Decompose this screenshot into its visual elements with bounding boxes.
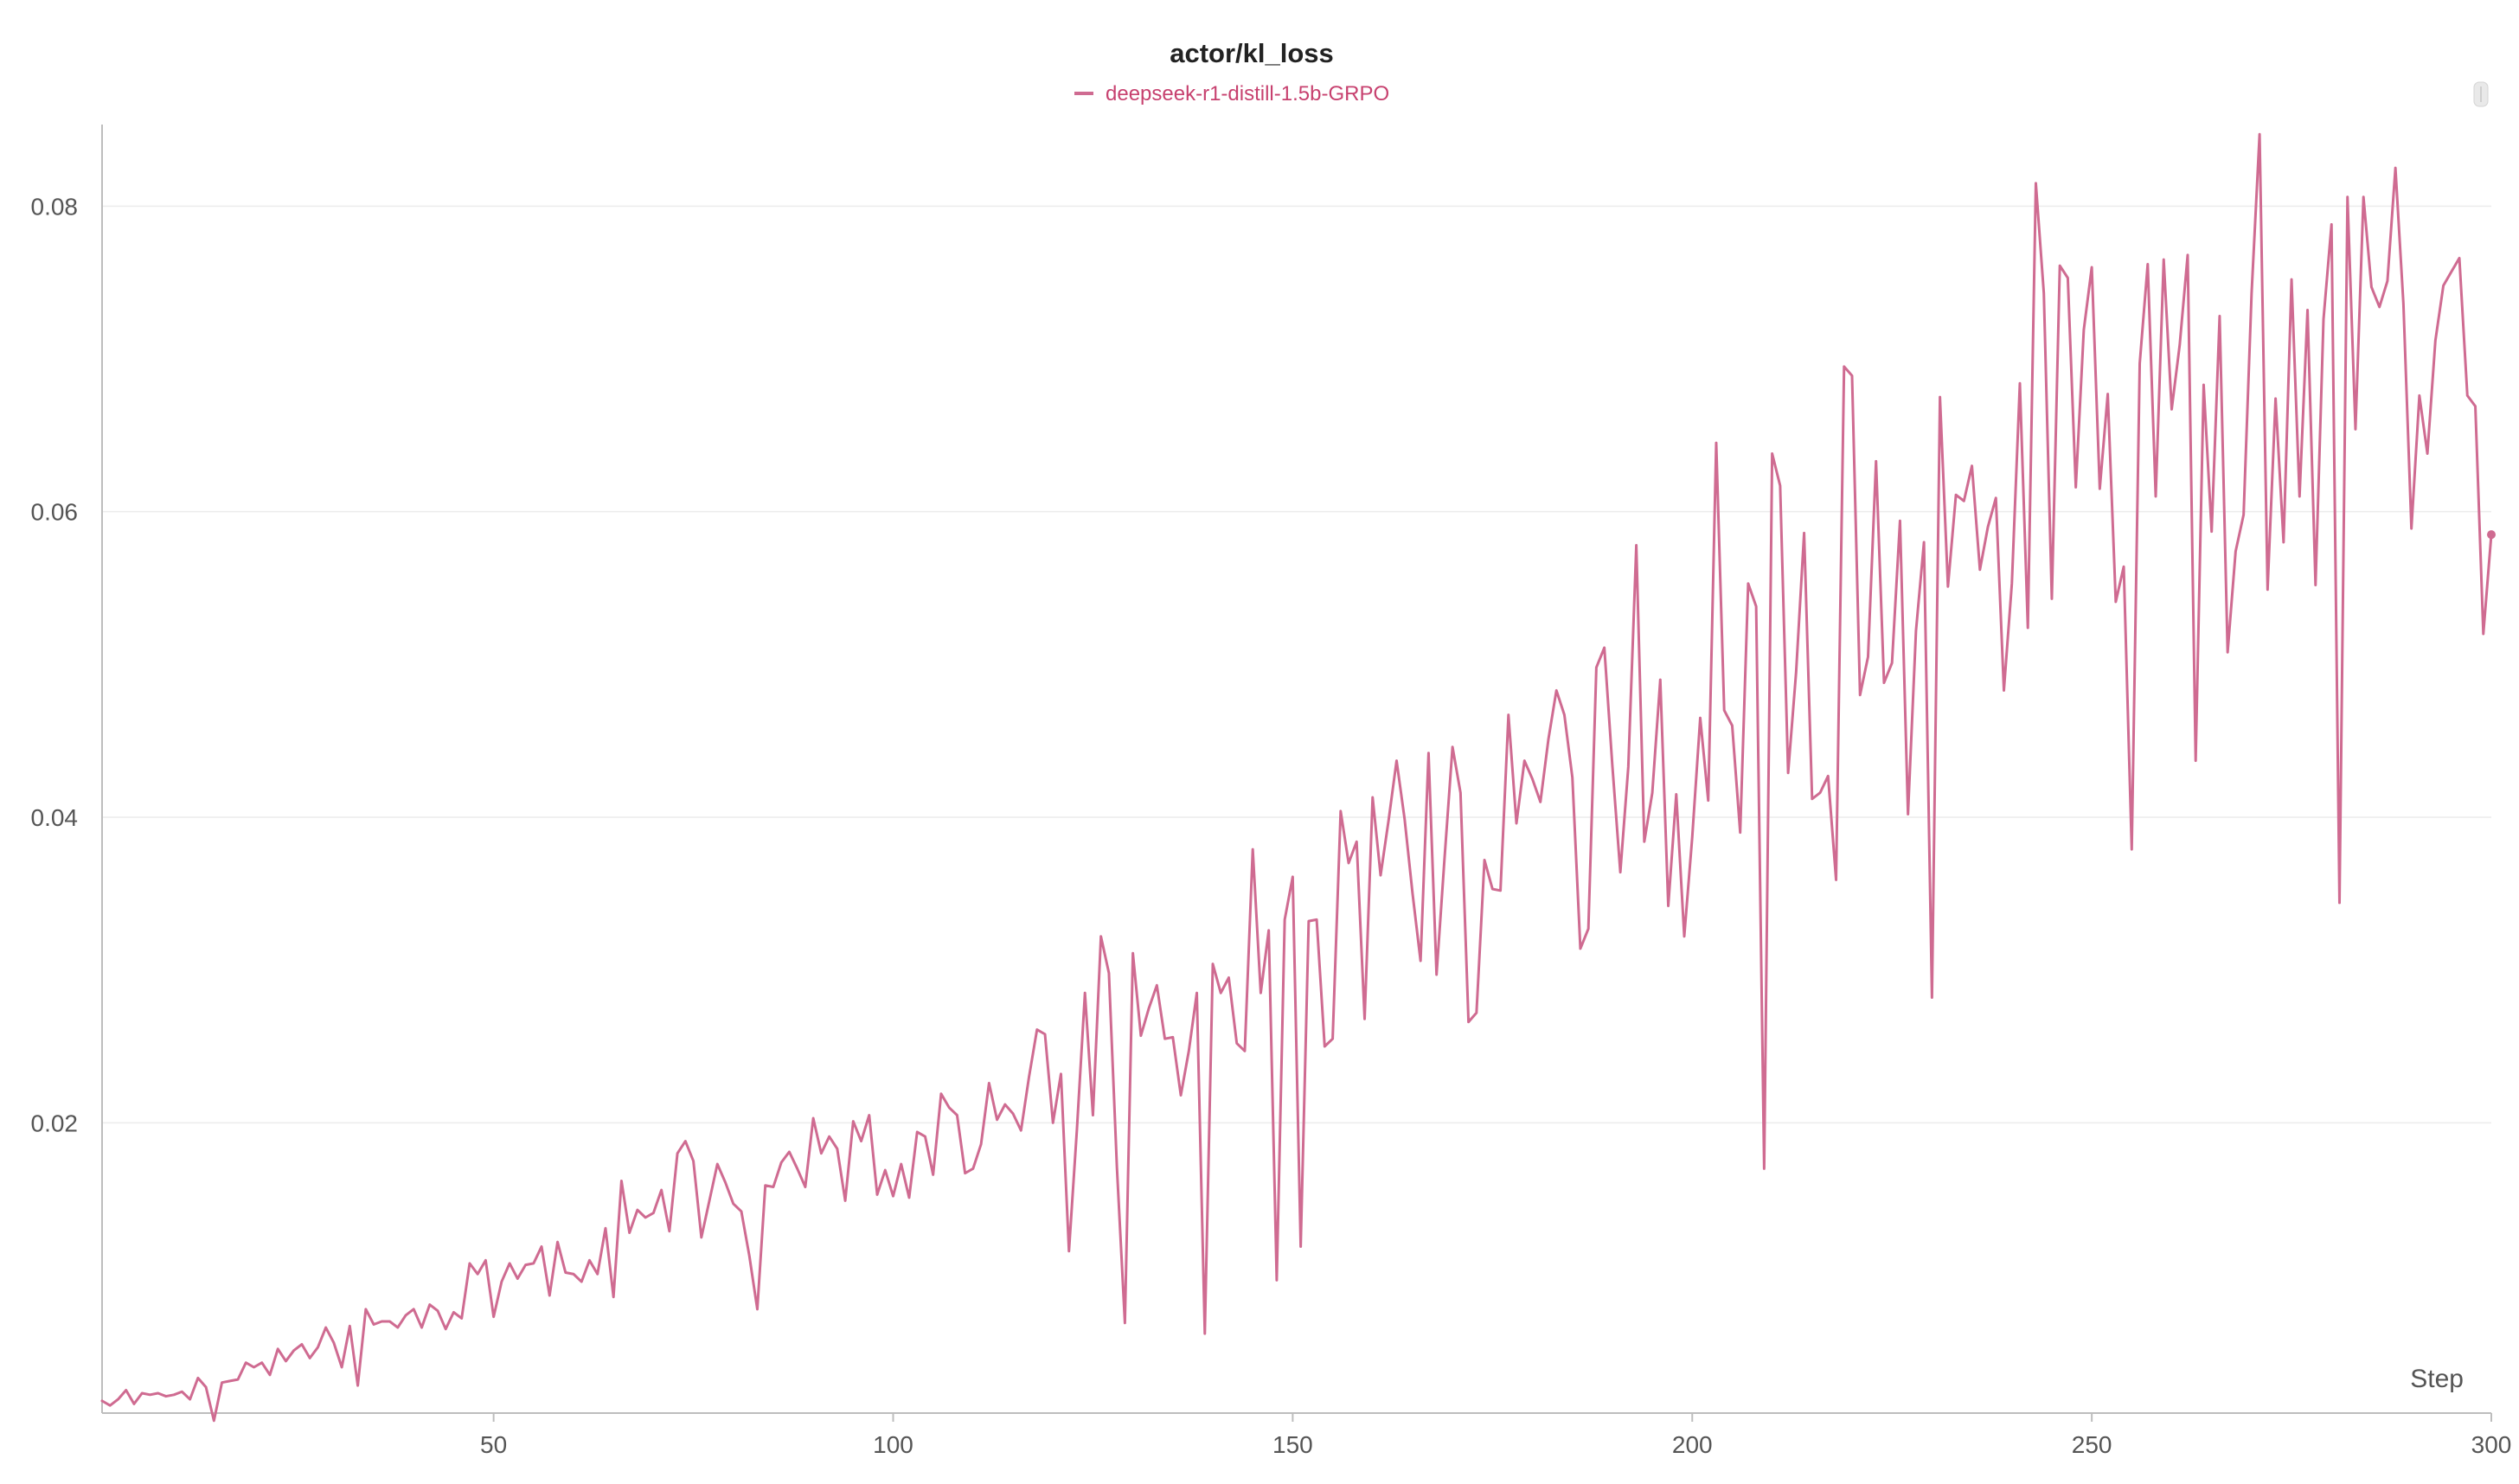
scroll-handle-icon[interactable]: [2473, 81, 2489, 107]
legend-label: deepseek-r1-distill-1.5b-GRPO: [1106, 82, 1389, 106]
y-tick-label: 0.08: [31, 193, 79, 220]
chart-title: actor/kl_loss: [1170, 38, 1334, 68]
series-area: [100, 132, 2496, 1423]
x-axis-label: Step: [2410, 1365, 2464, 1393]
y-tick-label: 0.04: [31, 804, 79, 831]
x-tick-label: 300: [2471, 1431, 2512, 1458]
series-line-deepseek-r1-distill-1.5b-GRPO[interactable]: [100, 132, 2493, 1423]
x-tick-label: 250: [2072, 1431, 2112, 1458]
axes: [101, 125, 2492, 1422]
x-tick-label: 50: [480, 1431, 507, 1458]
y-tick-label: 0.06: [31, 499, 79, 526]
x-tick-labels: 50 100 150 200 250 300: [480, 1431, 2511, 1458]
grid: [102, 205, 2491, 1124]
x-tick-label: 200: [1672, 1431, 1713, 1458]
y-tick-labels: 0.02 0.04 0.06 0.08: [31, 193, 79, 1136]
x-tick-label: 100: [873, 1431, 913, 1458]
x-tick-label: 150: [1272, 1431, 1313, 1458]
series-last-point[interactable]: [2487, 530, 2496, 540]
legend[interactable]: deepseek-r1-distill-1.5b-GRPO: [1074, 82, 1389, 106]
y-tick-label: 0.02: [31, 1110, 79, 1136]
